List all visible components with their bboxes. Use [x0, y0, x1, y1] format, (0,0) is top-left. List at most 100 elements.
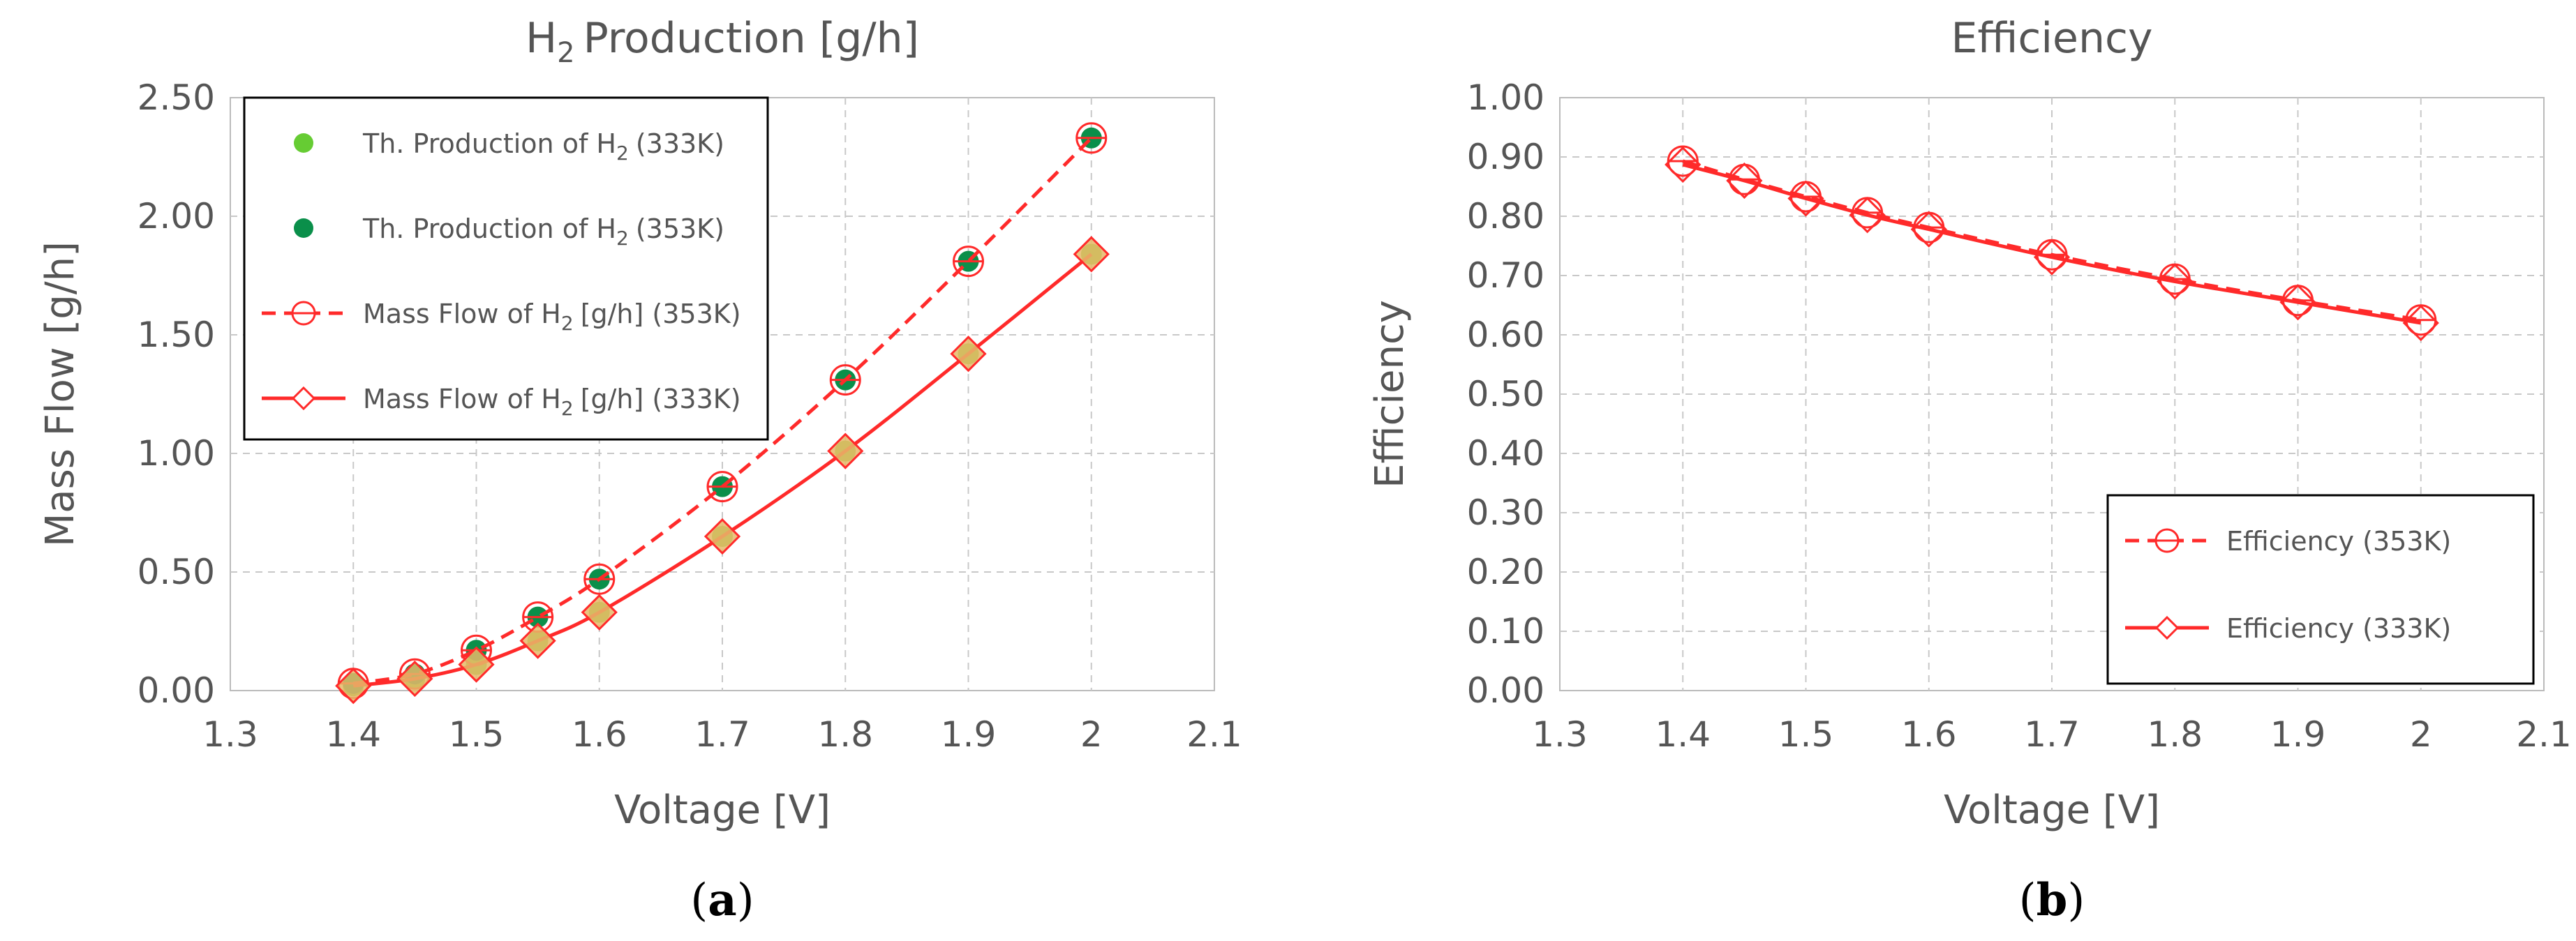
x-tick-label: 1.4: [1655, 714, 1711, 755]
series-3: [335, 236, 1110, 705]
legend-entry: Mass Flow of H2 [g/h] (333K): [363, 384, 741, 420]
data-point: [2033, 239, 2071, 276]
x-tick-label: 1.3: [202, 714, 258, 755]
x-tick-label: 1.4: [325, 714, 381, 755]
chart-h2-production: 0.00 0.50 1.00 1.50 2.00 2.50 1.3 1.4 1.5 1.6 1.7 1…: [38, 14, 1242, 926]
data-point: [335, 668, 372, 705]
legend-suffix: (333K): [636, 128, 724, 159]
title-text: Production [g/h]: [583, 14, 919, 63]
legend: Efficiency (353K) Efficiency (333K): [2106, 494, 2535, 685]
panel-paren-close: ): [737, 875, 754, 926]
x-tick-label: 1.3: [1532, 714, 1588, 755]
data-point: [1726, 162, 1763, 200]
panel-paren-close: ): [2067, 875, 2085, 926]
title-prefix: H: [526, 14, 557, 63]
y-tick-label: 1.50: [137, 315, 215, 355]
chart-efficiency: 0.00 0.10 0.20 0.30 0.40 0.50 0.60 0.70 0.80 0.90…: [1367, 14, 2572, 926]
legend-box: [243, 96, 769, 441]
data-point: [950, 336, 987, 372]
y-tick-label: 2.50: [137, 77, 215, 118]
y-tick-label: 0.00: [137, 670, 215, 711]
y-axis-label: Mass Flow [g/h]: [38, 241, 83, 547]
y-tick-label: 0.10: [1467, 611, 1544, 652]
legend-marker: [291, 386, 316, 411]
legend-name: Mass Flow of H: [363, 299, 561, 329]
data-point: [396, 660, 433, 698]
x-tick-label: 1.6: [1901, 714, 1957, 755]
data-point: [1787, 180, 1824, 217]
x-tick-label: 1.9: [941, 714, 997, 755]
y-tick-label: 0.50: [137, 552, 215, 592]
y-tick-label: 0.20: [1467, 552, 1544, 592]
x-tick-label: 2: [1080, 714, 1103, 755]
x-tick-label: 1.9: [2270, 714, 2326, 755]
series-line: [352, 137, 1093, 686]
panel-paren-open: (: [2019, 875, 2037, 926]
data-point: [2157, 263, 2194, 300]
legend-marker: [294, 218, 313, 238]
data-point: [519, 622, 556, 659]
x-tick-label: 2.1: [1186, 714, 1242, 755]
legend-suffix: [g/h] (333K): [581, 384, 741, 414]
x-axis-label: Voltage [V]: [1944, 788, 2160, 833]
data-point: [581, 594, 618, 631]
y-tick-label: 0.30: [1467, 492, 1544, 533]
y-tick-label: 0.50: [1467, 374, 1544, 414]
legend-box: [2106, 494, 2535, 685]
data-point: [458, 646, 495, 683]
data-point: [1073, 236, 1110, 273]
y-axis-label: Efficiency: [1367, 300, 1413, 488]
data-point: [703, 518, 741, 555]
data-point: [2279, 284, 2316, 321]
y-tick-label: 0.80: [1467, 196, 1544, 236]
x-tick-label: 1.7: [2024, 714, 2080, 755]
y-tick-label: 0.90: [1467, 137, 1544, 177]
legend-marker: [2154, 615, 2180, 640]
chart-title: Efficiency: [1951, 14, 2152, 63]
legend-name: Th. Production of H: [362, 128, 616, 159]
legend-entry: Mass Flow of H2 [g/h] (353K): [363, 299, 741, 335]
panel-label: (b): [2019, 874, 2085, 926]
y-tick-label: 2.00: [137, 196, 215, 236]
legend-name: Mass Flow of H: [363, 384, 561, 414]
legend-subscript: 2: [561, 397, 574, 420]
panel-letter: a: [708, 874, 736, 926]
y-tick-label: 1.00: [1467, 77, 1544, 118]
y-tick-label: 0.60: [1467, 315, 1544, 355]
y-tick-label: 0.70: [1467, 255, 1544, 296]
x-tick-label: 2.1: [2516, 714, 2572, 755]
legend-entry: Th. Production of H2 (333K): [362, 128, 724, 165]
x-tick-label: 1.8: [2147, 714, 2203, 755]
legend-suffix: (353K): [636, 213, 724, 244]
legend: Th. Production of H2 (333K)Th. Production…: [243, 96, 769, 441]
data-point: [1849, 197, 1886, 234]
y-tick-label: 0.40: [1467, 433, 1544, 474]
data-point: [827, 432, 864, 469]
data-point: [1665, 146, 1702, 183]
data-point: [2402, 304, 2439, 342]
x-tick-label: 1.7: [694, 714, 750, 755]
legend-subscript: 2: [561, 312, 574, 335]
x-axis-label: Voltage [V]: [614, 788, 831, 833]
legend-entry: Efficiency (333K): [2226, 613, 2451, 644]
x-tick-label: 1.5: [1778, 714, 1834, 755]
legend-entry: Th. Production of H2 (353K): [362, 213, 724, 250]
x-tick-label: 1.8: [817, 714, 873, 755]
panel-label: (a): [690, 874, 754, 926]
y-tick-label: 1.00: [137, 433, 215, 474]
panel-paren-open: (: [690, 875, 708, 926]
x-tick-label: 1.5: [449, 714, 505, 755]
legend-marker: [294, 133, 313, 153]
legend-entry: Efficiency (353K): [2226, 526, 2451, 557]
panel-letter: b: [2037, 874, 2068, 926]
chart-title: H2 Production [g/h]: [526, 14, 919, 69]
y-tick-label: 0.00: [1467, 670, 1544, 711]
legend-subscript: 2: [616, 142, 629, 165]
x-tick-label: 1.6: [572, 714, 627, 755]
data-point: [1910, 211, 1947, 248]
series-1: [1665, 146, 2439, 342]
title-subscript: 2: [557, 37, 574, 69]
legend-name: Th. Production of H: [362, 213, 616, 244]
x-tick-label: 2: [2410, 714, 2432, 755]
